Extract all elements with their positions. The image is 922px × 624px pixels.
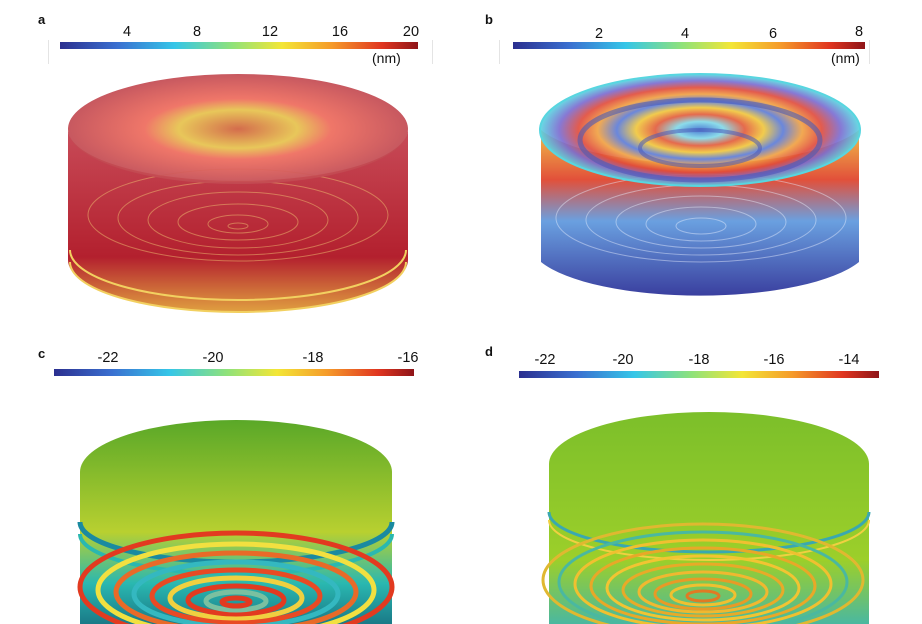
ring-lines	[87, 168, 389, 262]
colorbar-frame-left	[499, 40, 500, 64]
colorbar-tick: -22	[97, 350, 119, 366]
colorbar	[519, 371, 879, 378]
colorbar-tick: 8	[854, 24, 864, 40]
cylinder-plot-c	[77, 420, 395, 624]
colorbar-tick: 2	[594, 26, 604, 42]
colorbar-tick: -20	[202, 350, 224, 366]
colorbar-tick: 12	[261, 24, 279, 40]
panel-c: c -22 -20 -18 -16	[0, 312, 461, 624]
colorbar-unit: (nm)	[831, 50, 860, 66]
colorbar-tick: -20	[612, 352, 634, 368]
colorbar-tick: 4	[680, 26, 690, 42]
panel-label: b	[485, 12, 493, 27]
panel-b: b 2 4 6 8 (nm)	[461, 0, 922, 312]
colorbar	[54, 369, 414, 376]
panel-d: d -22 -20 -18 -16 -14	[461, 312, 922, 624]
cylinder-plot-a	[68, 74, 408, 313]
colorbar	[513, 42, 865, 49]
panel-label: c	[38, 346, 46, 361]
colorbar-tick: -18	[302, 350, 324, 366]
cylinder-plot-b	[539, 73, 861, 296]
ring-lines	[77, 530, 395, 624]
panel-a: a 4 8 12 16 20 (nm)	[0, 0, 461, 313]
colorbar-frame-left	[48, 40, 49, 64]
colorbar-tick: 20	[402, 24, 420, 40]
cylinder-plot-d	[541, 412, 871, 624]
colorbar-tick: -14	[838, 352, 860, 368]
ring-lines	[541, 522, 865, 624]
panel-label: a	[38, 12, 46, 27]
colorbar-unit: (nm)	[372, 50, 401, 66]
colorbar	[60, 42, 418, 49]
colorbar-frame-right	[432, 40, 433, 64]
colorbar-tick: -16	[763, 352, 785, 368]
colorbar-tick: 8	[192, 24, 202, 40]
colorbar-tick: 16	[331, 24, 349, 40]
colorbar-tick: -16	[397, 350, 419, 366]
colorbar-frame-right	[869, 40, 870, 64]
colorbar-tick: -18	[688, 352, 710, 368]
colorbar-tick: 6	[768, 26, 778, 42]
colorbar-tick: -22	[534, 352, 556, 368]
panel-label: d	[485, 344, 493, 359]
colorbar-tick: 4	[122, 24, 132, 40]
